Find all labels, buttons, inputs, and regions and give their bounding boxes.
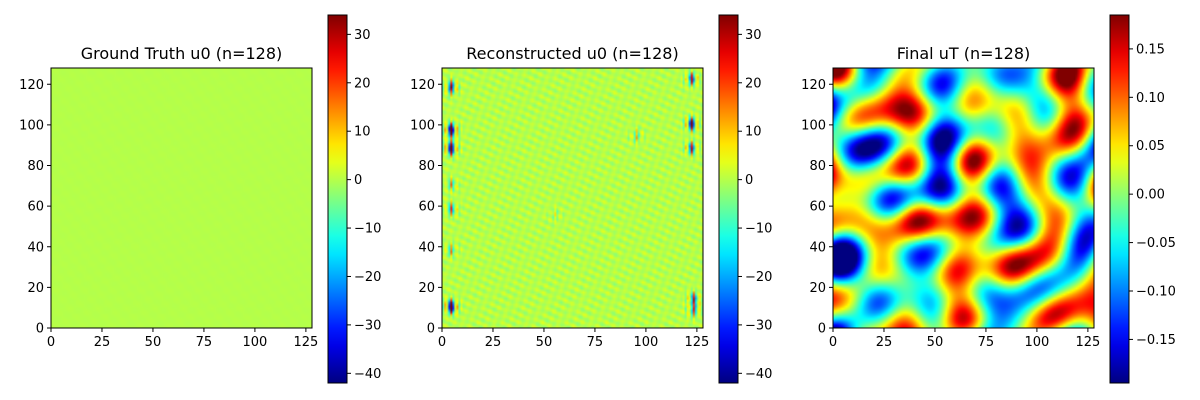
x-tick-label: 0	[47, 335, 55, 350]
y-tick-label: 0	[36, 322, 44, 337]
x-tick-label: 125	[1075, 335, 1100, 350]
colorbar-tick-label: 20	[354, 76, 371, 91]
x-tick-label: 125	[684, 335, 709, 350]
colorbar-tick-label: −40	[354, 367, 381, 382]
x-tick-label: 125	[293, 335, 318, 350]
y-tick-label: 20	[418, 281, 435, 296]
y-tick-label: 0	[818, 322, 826, 337]
colorbar-tick-label: −0.05	[1136, 236, 1176, 251]
colorbar-tick-label: 0	[354, 173, 362, 188]
colorbar-tick-label: 0.00	[1136, 188, 1165, 203]
colorbar	[1109, 14, 1130, 384]
colorbar-tick-label: 10	[354, 125, 371, 140]
colorbar-tick-label: −20	[745, 270, 772, 285]
colorbar-tick-label: 0.05	[1136, 139, 1165, 154]
y-tick-label: 20	[809, 281, 826, 296]
x-tick-label: 75	[587, 335, 604, 350]
panel-reconstructed: Reconstructed u0 (n=128)0 25 50 75 100 125020…	[410, 14, 772, 384]
x-tick-label: 50	[927, 335, 944, 350]
x-tick-label: 0	[438, 335, 446, 350]
colorbar-tick-label: −20	[354, 270, 381, 285]
x-tick-label: 25	[94, 335, 111, 350]
colorbar-tick-label: −30	[745, 318, 772, 333]
y-tick-label: 80	[418, 159, 435, 174]
axes-frame	[50, 67, 313, 329]
y-tick-label: 100	[410, 118, 435, 133]
x-tick-label: 25	[876, 335, 893, 350]
axes-frame	[441, 67, 704, 329]
x-tick-label: 50	[536, 335, 553, 350]
y-tick-label: 0	[427, 322, 435, 337]
panel-title: Ground Truth u0 (n=128)	[81, 44, 283, 63]
colorbar-tick-label: 0.10	[1136, 91, 1165, 106]
colorbar-tick-label: −40	[745, 367, 772, 382]
colorbar	[327, 14, 348, 384]
x-tick-label: 50	[145, 335, 162, 350]
colorbar-tick-label: 30	[354, 28, 371, 43]
colorbar-tick-label: 0.15	[1136, 42, 1165, 57]
y-tick-label: 20	[27, 281, 44, 296]
x-tick-label: 75	[196, 335, 213, 350]
colorbar-tick-label: 30	[745, 28, 762, 43]
y-tick-label: 40	[809, 240, 826, 255]
x-tick-label: 100	[242, 335, 267, 350]
colorbar-tick-label: −10	[354, 222, 381, 237]
panel-title: Final uT (n=128)	[897, 44, 1031, 63]
heatmap-image	[833, 68, 1094, 328]
colorbar-tick-label: −0.15	[1136, 333, 1176, 348]
y-tick-label: 120	[410, 78, 435, 93]
colorbar-tick-label: −10	[745, 222, 772, 237]
y-tick-label: 80	[27, 159, 44, 174]
y-tick-label: 120	[801, 78, 826, 93]
heatmap-image	[442, 68, 703, 328]
panel-title: Reconstructed u0 (n=128)	[466, 44, 678, 63]
heatmap-image	[51, 68, 312, 328]
y-tick-label: 40	[418, 240, 435, 255]
y-tick-label: 40	[27, 240, 44, 255]
x-tick-label: 25	[485, 335, 502, 350]
x-tick-label: 75	[978, 335, 995, 350]
y-tick-label: 120	[19, 78, 44, 93]
y-tick-label: 100	[19, 118, 44, 133]
x-tick-label: 100	[1024, 335, 1049, 350]
y-tick-label: 60	[809, 200, 826, 215]
colorbar-tick-label: −30	[354, 318, 381, 333]
colorbar-tick-label: −0.10	[1136, 285, 1176, 300]
axes-frame	[832, 67, 1095, 329]
panel-ground-truth: Ground Truth u0 (n=128)0 25 50 75 100 1250204…	[19, 14, 381, 384]
x-tick-label: 100	[633, 335, 658, 350]
y-tick-label: 60	[418, 200, 435, 215]
y-tick-label: 60	[27, 200, 44, 215]
x-tick-label: 0	[829, 335, 837, 350]
y-tick-label: 80	[809, 159, 826, 174]
colorbar-tick-label: 10	[745, 125, 762, 140]
y-tick-label: 100	[801, 118, 826, 133]
colorbar-tick-label: 0	[745, 173, 753, 188]
colorbar	[718, 14, 739, 384]
colorbar-tick-label: 20	[745, 76, 762, 91]
panel-final: Final uT (n=128) 0 25 50 75 100 125 0 20 40 60 80 10…	[801, 14, 1176, 384]
